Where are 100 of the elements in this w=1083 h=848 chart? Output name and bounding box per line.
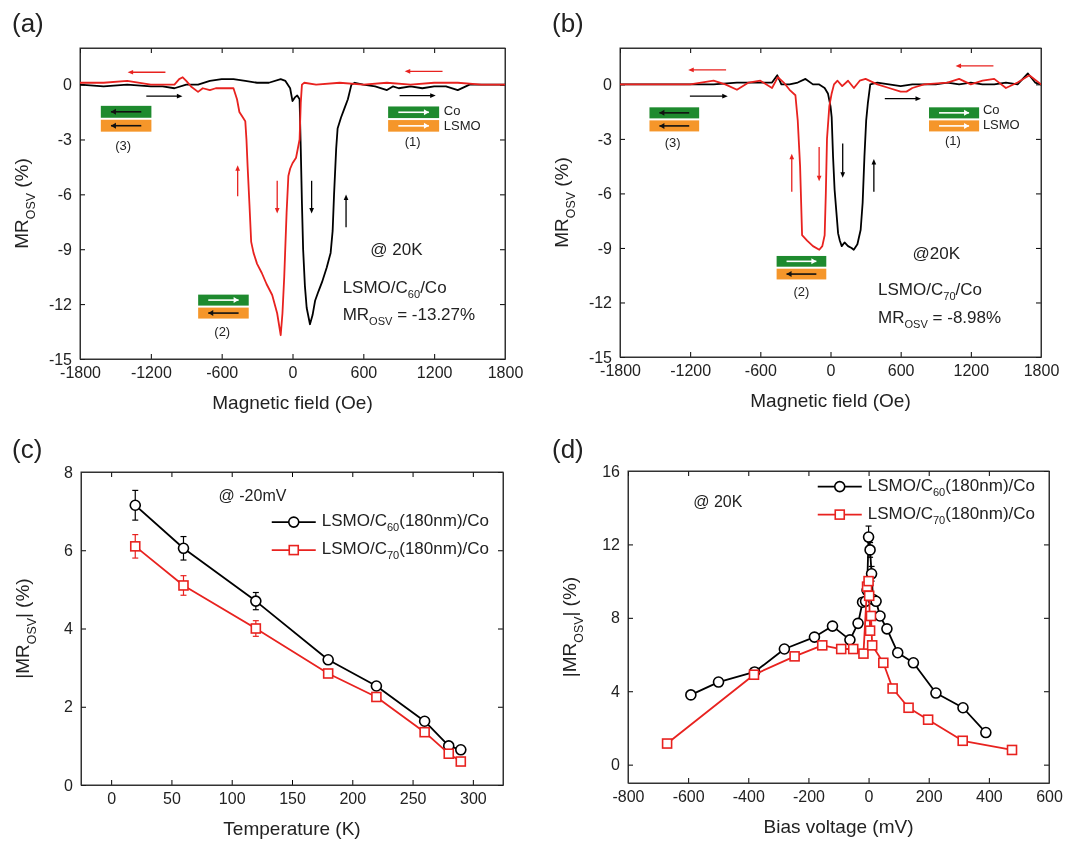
point <box>178 580 189 591</box>
y-tick-label: -3 <box>597 130 613 148</box>
point <box>455 743 467 756</box>
y-tick-label: 6 <box>64 541 74 559</box>
annotation: (2) <box>793 284 810 300</box>
y-tick-label: -9 <box>57 240 73 258</box>
y-tick-label: -12 <box>48 295 73 313</box>
x-tick-label: 50 <box>163 790 181 808</box>
point <box>661 738 673 749</box>
x-tick-label: 150 <box>279 790 306 808</box>
x-tick-label: 1800 <box>487 364 524 382</box>
point <box>789 651 800 662</box>
annotation: LSMO <box>443 118 481 134</box>
point <box>418 715 431 728</box>
point <box>957 701 969 714</box>
x-tick-label: 1200 <box>416 364 453 382</box>
point <box>443 748 455 759</box>
point <box>844 634 856 646</box>
x-tick-label: -1800 <box>600 362 642 380</box>
annotation: (2) <box>214 324 231 339</box>
y-tick-label: -6 <box>57 185 73 203</box>
x-axis-title: Temperature (K) <box>223 818 361 839</box>
point <box>419 726 430 738</box>
point <box>922 714 934 725</box>
point <box>865 610 877 622</box>
x-tick-label: -1800 <box>60 364 102 382</box>
annotation: MR$_{OSV}$ = -8.98% <box>878 308 1002 330</box>
y-tick-label: -12 <box>588 294 613 312</box>
legend-label: LSMO/C$_{60}$(180nm)/Co <box>321 511 489 533</box>
x-tick-label: 100 <box>218 790 246 808</box>
point <box>826 620 839 632</box>
legend-label: LSMO/C$_{70}$(180nm)/Co <box>867 504 1035 526</box>
x-tick-label: 0 <box>864 788 874 806</box>
y-tick-label: 4 <box>611 682 621 700</box>
annotation: Co <box>443 103 461 119</box>
point <box>835 643 847 655</box>
x-tick-label: -800 <box>612 788 645 806</box>
point <box>878 657 889 669</box>
annotation: (1) <box>404 134 421 150</box>
point <box>370 680 383 692</box>
y-tick-label: -6 <box>597 185 613 203</box>
point <box>177 542 190 555</box>
y-tick-label: 0 <box>64 776 74 794</box>
x-tick-label: -1200 <box>130 364 172 382</box>
x-tick-label: 0 <box>288 364 298 382</box>
point <box>250 595 262 607</box>
x-tick-label: 300 <box>460 790 487 808</box>
chart-title: (c) <box>12 434 43 464</box>
x-tick-label: -1200 <box>670 362 712 380</box>
point <box>322 668 334 679</box>
x-tick-label: 1200 <box>953 362 990 380</box>
x-tick-label: -600 <box>672 788 705 806</box>
point <box>129 541 141 552</box>
x-tick-label: 600 <box>1036 788 1063 806</box>
annotation: LSMO/C$_{60}$/Co <box>342 278 447 301</box>
point <box>808 631 821 643</box>
point <box>778 643 791 655</box>
annotation: LSMO/C$_{70}$/Co <box>878 280 983 303</box>
point <box>903 702 914 714</box>
y-tick-label: 8 <box>64 463 74 481</box>
point <box>371 691 382 703</box>
x-tick-label: 200 <box>339 790 367 808</box>
point <box>891 646 904 659</box>
point <box>864 625 876 636</box>
chart-title: (d) <box>552 434 584 464</box>
x-tick-label: -200 <box>792 788 826 806</box>
annotation: @ -20mV <box>218 487 287 505</box>
point <box>129 499 142 512</box>
chart-title: (b) <box>552 8 584 38</box>
x-tick-label: 600 <box>887 362 915 380</box>
point <box>852 617 864 630</box>
y-tick-label: -9 <box>597 239 613 257</box>
point <box>866 640 878 651</box>
annotation: MR$_{OSV}$ = -13.27% <box>342 305 476 327</box>
legend-label: LSMO/C$_{70}$(180nm)/Co <box>321 539 489 561</box>
x-tick-label: -400 <box>732 788 765 806</box>
y-tick-label: 0 <box>603 75 613 93</box>
annotation: @20K <box>912 244 961 264</box>
annotation: Co <box>982 102 1000 118</box>
annotation: (3) <box>664 135 681 151</box>
y-tick-label: 0 <box>611 756 621 774</box>
annotation: @ 20K <box>370 240 424 260</box>
x-axis-title: Bias voltage (mV) <box>763 816 914 837</box>
point <box>930 687 942 699</box>
y-tick-label: -3 <box>57 131 73 149</box>
point <box>685 689 697 701</box>
legend-label: LSMO/C$_{60}$(180nm)/Co <box>867 476 1035 498</box>
point <box>847 643 859 655</box>
annotation: (1) <box>945 133 961 149</box>
x-tick-label: 600 <box>350 364 378 382</box>
point <box>862 531 875 543</box>
x-tick-label: 1800 <box>1023 362 1060 380</box>
point <box>980 726 992 739</box>
point <box>816 640 828 651</box>
x-axis-title: Magnetic field (Oe) <box>750 390 911 411</box>
point <box>455 756 467 767</box>
x-tick-label: -600 <box>744 362 777 380</box>
y-tick-label: 4 <box>64 620 74 638</box>
x-tick-label: -600 <box>206 364 239 382</box>
y-tick-label: 12 <box>602 536 621 554</box>
